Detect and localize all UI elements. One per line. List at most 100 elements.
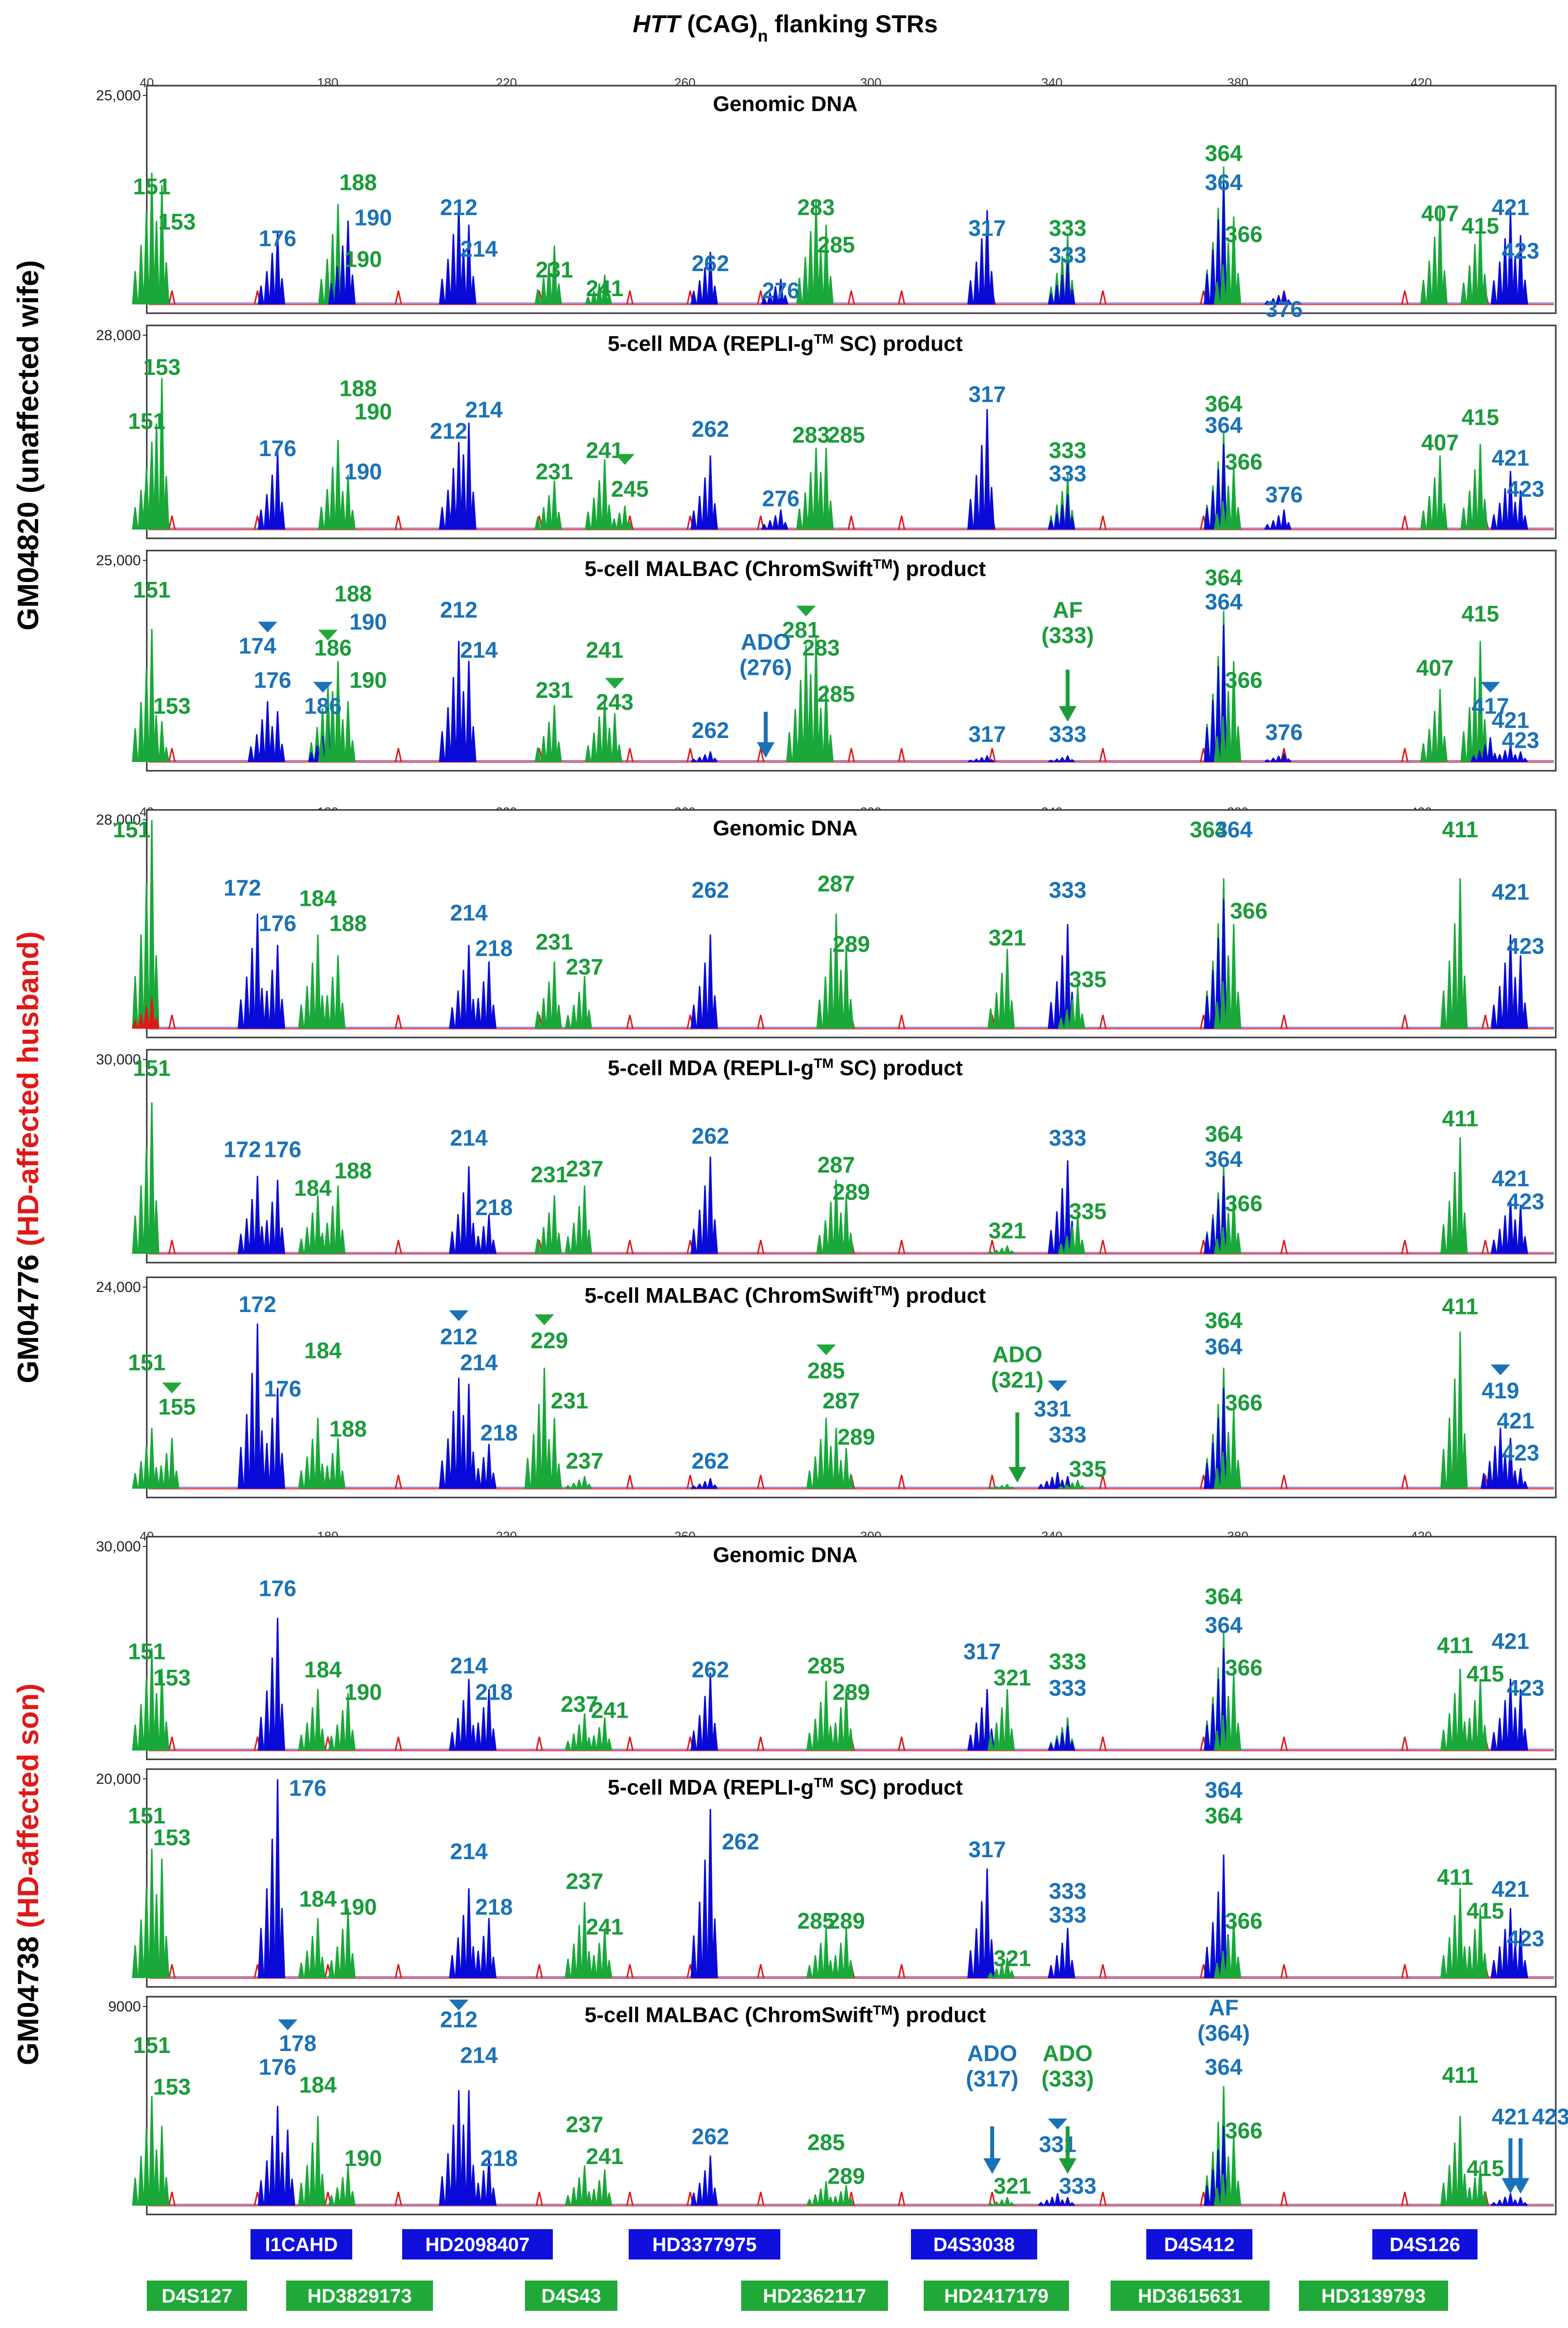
peak-262: [690, 1229, 697, 1254]
peak-label: 151: [128, 1350, 166, 1375]
peak-423: [1517, 235, 1524, 305]
peak-366: [1230, 1918, 1237, 1979]
peak-407: [1431, 236, 1438, 305]
peak-262: [711, 285, 718, 305]
peak-366: [1225, 955, 1232, 1029]
peak-label: 188: [334, 581, 372, 606]
peak-376: [1264, 759, 1271, 763]
peak-label: 153: [153, 693, 191, 719]
peak-421: [1496, 261, 1503, 305]
peak-label: 186: [304, 693, 342, 719]
allele-triangle-marker: [278, 2019, 297, 2030]
peak-214: [449, 1462, 455, 1489]
peak-333: [1069, 759, 1075, 763]
size-standard-peak: [394, 1475, 402, 1489]
peak-285: [818, 248, 824, 305]
peak-label: 423: [1507, 1926, 1545, 1951]
peak-285: [827, 276, 834, 305]
size-standard-peak: [1481, 1240, 1489, 1254]
sample-status: (HD-affected son): [12, 1683, 45, 1928]
peak-231: [555, 511, 562, 530]
peak-376: [1281, 753, 1288, 762]
peak-188: [329, 1452, 336, 1489]
peak-364: [1204, 727, 1210, 762]
peak-label: 333: [1049, 1675, 1087, 1701]
peak-333: [1053, 1955, 1060, 1979]
peak-415: [1481, 1953, 1488, 1979]
peak-214: [449, 1955, 455, 1979]
peak-376: [1275, 295, 1282, 305]
annotation-label: ADO: [1043, 2040, 1092, 2066]
size-standard-peak: [988, 2191, 996, 2206]
peak-262: [707, 252, 714, 305]
peak-407: [1420, 510, 1427, 530]
peak-262: [696, 1901, 703, 1979]
peak-423: [1512, 754, 1519, 762]
peak-label: 153: [153, 1665, 191, 1690]
size-standard-peak: [686, 748, 694, 762]
peak-184: [304, 1722, 311, 1751]
peak-281: [792, 709, 798, 762]
peak-label: 376: [1265, 719, 1303, 745]
peak-245: [611, 518, 617, 530]
peak-407: [1436, 689, 1443, 762]
panel-6: 24,000 5-cell MALBAC (ChromSwiftTM) produ…: [96, 1276, 1557, 1498]
peak-289: [838, 1212, 844, 1254]
peak-262: [707, 455, 714, 530]
peak-415: [1466, 265, 1473, 305]
peak-153: [159, 2125, 165, 2206]
peak-423: [1522, 2202, 1528, 2206]
peak-241: [591, 1735, 597, 1751]
peak-190: [344, 1908, 351, 1979]
peak-218: [475, 1235, 481, 1254]
peak-423: [1517, 955, 1524, 1029]
peak-label: 218: [480, 2145, 518, 2171]
peak-289: [847, 1474, 854, 1489]
peak-label: 364: [1205, 589, 1243, 614]
peak-label: 321: [994, 1665, 1031, 1690]
peak-label: 407: [1421, 430, 1459, 455]
peak-label: 421: [1492, 879, 1529, 905]
peak-421: [1497, 2199, 1503, 2206]
peak-176: [274, 945, 281, 1029]
peak-190: [344, 701, 351, 762]
peak-283: [807, 674, 814, 762]
peak-214: [460, 2124, 467, 2206]
peak-415: [1460, 1960, 1467, 1979]
peak-label: 364: [1205, 1121, 1243, 1147]
peak-411: [1461, 1212, 1468, 1254]
peak-label: 262: [692, 1123, 729, 1149]
peak-188: [339, 1470, 346, 1489]
peak-366: [1214, 1002, 1221, 1029]
peak-label: 190: [349, 609, 387, 634]
peak-151: [132, 1473, 138, 1489]
peak-262: [711, 1723, 718, 1751]
allele-triangle-marker: [449, 2000, 469, 2010]
peak-214: [454, 991, 461, 1029]
peak-262: [707, 751, 714, 762]
peak-364: [1209, 969, 1216, 1029]
peak-190: [328, 515, 335, 530]
panel-title-superscript: TM: [814, 1056, 833, 1071]
peak-407: [1431, 477, 1438, 530]
peak-214: [460, 691, 467, 762]
peak-214: [465, 1679, 472, 1751]
size-standard-peak: [394, 290, 402, 305]
peak-label: 317: [963, 1638, 1001, 1664]
peak-333: [1048, 2203, 1054, 2207]
peak-214: [465, 422, 472, 530]
marker-label: HD2098407: [425, 2234, 530, 2256]
peak-262: [696, 757, 703, 762]
peak-276: [772, 286, 779, 305]
peak-153: [153, 220, 160, 305]
peak-214: [454, 481, 461, 530]
size-standard-peak: [168, 1240, 176, 1254]
peak-label: 218: [475, 1894, 513, 1919]
peak-label: 262: [692, 877, 729, 902]
peak-label: 285: [807, 1358, 845, 1383]
peak-label: 415: [1467, 1661, 1504, 1686]
peak-label: 262: [692, 416, 729, 441]
figure-title: HTT (CAG)n flanking STRs: [633, 10, 938, 46]
peak-190: [349, 1729, 356, 1751]
peak-label: 151: [128, 409, 166, 434]
